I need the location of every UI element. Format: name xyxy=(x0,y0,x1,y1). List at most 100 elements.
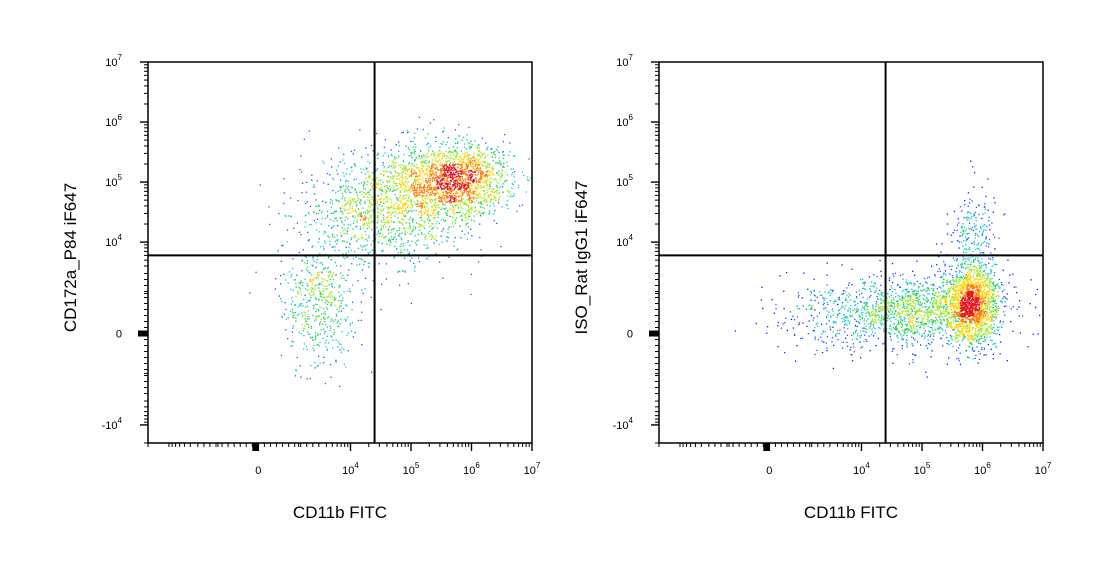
event-dot xyxy=(807,288,809,290)
event-dot xyxy=(372,240,374,242)
plot-frame xyxy=(658,61,1044,444)
event-dot xyxy=(404,178,406,180)
event-dot xyxy=(358,212,360,214)
event-dot xyxy=(421,191,423,193)
event-dot xyxy=(461,167,463,169)
event-dot xyxy=(461,171,463,173)
event-dot xyxy=(322,323,324,325)
event-dot xyxy=(978,358,981,361)
event-dot xyxy=(432,209,435,211)
event-dot xyxy=(983,206,986,208)
event-dot xyxy=(978,264,980,267)
event-dot xyxy=(292,289,294,291)
event-dot xyxy=(965,251,967,254)
event-dot xyxy=(846,287,848,289)
event-dot xyxy=(345,173,348,175)
event-dot xyxy=(338,291,340,293)
event-dot xyxy=(452,162,454,164)
event-dot xyxy=(477,163,480,165)
event-dot xyxy=(866,340,868,342)
event-dot xyxy=(459,186,461,188)
event-dot xyxy=(452,173,455,176)
event-dot xyxy=(974,337,976,339)
event-dot xyxy=(389,244,391,246)
event-dot xyxy=(361,234,363,236)
event-dot xyxy=(943,305,945,307)
event-dot xyxy=(336,264,338,267)
event-dot xyxy=(492,172,494,175)
event-dot xyxy=(346,168,348,170)
event-dot xyxy=(482,200,485,202)
event-dot xyxy=(464,146,466,148)
event-dot xyxy=(812,330,814,332)
event-dot xyxy=(420,158,422,160)
tick-base: 10 xyxy=(105,237,117,249)
event-dot xyxy=(426,170,428,172)
event-dot xyxy=(423,227,425,229)
event-dot xyxy=(439,181,442,183)
event-dot xyxy=(490,199,492,201)
event-dot xyxy=(382,200,384,203)
event-dot xyxy=(460,157,462,159)
event-dot xyxy=(891,263,894,265)
event-dot xyxy=(852,315,854,317)
event-dot xyxy=(339,285,341,287)
event-dot xyxy=(482,172,484,174)
event-dot xyxy=(389,185,391,188)
event-dot xyxy=(966,219,968,221)
event-dot xyxy=(845,298,847,300)
event-dot xyxy=(498,199,500,202)
event-dot xyxy=(1002,284,1004,286)
event-dot xyxy=(427,223,430,225)
event-dot xyxy=(315,213,317,215)
event-dot xyxy=(394,166,396,168)
event-dot xyxy=(431,223,433,225)
event-dot xyxy=(420,187,422,189)
event-dot xyxy=(897,322,900,324)
event-dot xyxy=(917,324,919,327)
event-dot xyxy=(432,150,434,152)
event-dot xyxy=(444,171,446,173)
event-dot xyxy=(490,190,492,192)
event-dot xyxy=(305,346,308,348)
event-dot xyxy=(443,130,445,132)
event-dot xyxy=(489,188,491,190)
event-dot xyxy=(464,216,467,218)
event-dot xyxy=(981,217,983,220)
event-dot xyxy=(453,172,455,174)
event-dot xyxy=(455,205,457,207)
event-dot xyxy=(864,328,866,330)
event-dot xyxy=(470,187,472,190)
event-dot xyxy=(411,207,413,209)
event-dot xyxy=(345,366,347,368)
event-dot xyxy=(323,288,325,290)
event-dot xyxy=(428,184,430,186)
event-dot xyxy=(455,177,457,179)
event-dot xyxy=(323,316,325,318)
event-dot xyxy=(324,240,326,242)
event-dot xyxy=(466,165,469,167)
event-dot xyxy=(377,157,379,160)
event-dot xyxy=(443,207,445,210)
event-dot xyxy=(402,161,405,163)
event-dot xyxy=(926,290,928,292)
event-dot xyxy=(441,219,443,221)
event-dot xyxy=(965,244,967,246)
event-dot xyxy=(814,353,816,356)
event-dot xyxy=(968,259,971,261)
event-dot xyxy=(902,296,904,298)
event-dot xyxy=(435,235,437,237)
event-dot xyxy=(295,296,297,298)
event-dot xyxy=(444,174,446,176)
event-dot xyxy=(388,165,391,167)
event-dot xyxy=(452,151,455,153)
event-dot xyxy=(964,336,966,339)
event-dot xyxy=(474,164,477,166)
event-dot xyxy=(964,262,966,264)
event-dot xyxy=(502,141,505,143)
event-dot xyxy=(452,201,454,203)
event-dot xyxy=(825,323,828,325)
event-dot xyxy=(468,214,470,216)
event-dot xyxy=(921,323,924,325)
event-dot xyxy=(453,245,455,247)
